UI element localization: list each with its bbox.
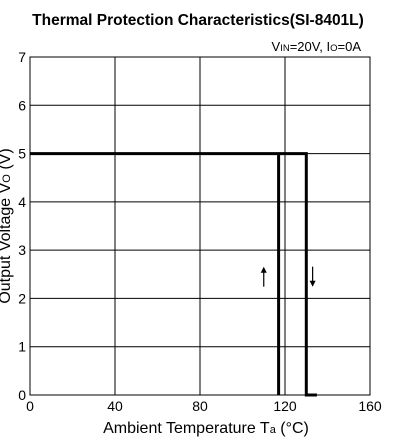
y-tick-label: 3 xyxy=(18,242,26,258)
test-condition: VIN=20V, IO=0A xyxy=(272,39,362,54)
y-tick-label: 5 xyxy=(18,146,26,162)
chart-title: Thermal Protection Characteristics(SI-84… xyxy=(32,12,364,29)
x-tick-label: 40 xyxy=(107,398,123,414)
plot-frame xyxy=(29,56,371,396)
y-tick-label: 7 xyxy=(18,49,26,65)
arrow-head xyxy=(309,280,316,287)
y-tick-label: 0 xyxy=(18,387,26,403)
y-tick-label: 6 xyxy=(18,97,26,113)
y-tick-label: 4 xyxy=(18,194,26,210)
arrow-down-icon xyxy=(309,266,316,287)
series xyxy=(30,152,317,397)
x-axis-label: Ambient Temperature Ta (°C) xyxy=(103,420,309,437)
y-tick-label: 2 xyxy=(18,290,26,306)
x-tick-label: 160 xyxy=(358,398,382,414)
annotations xyxy=(260,266,316,287)
arrow-up-icon xyxy=(260,266,267,287)
arrow-head xyxy=(260,266,267,273)
y-tick-label: 1 xyxy=(18,339,26,355)
x-tick-label: 80 xyxy=(192,398,208,414)
x-tick-label: 0 xyxy=(26,398,34,414)
grid xyxy=(30,57,370,395)
y-axis-label: Output Voltage VO (V) xyxy=(0,148,14,303)
tick-labels: 0 40 80 120 160 0 1 2 3 4 5 6 7 xyxy=(18,49,382,414)
series-line xyxy=(30,152,317,397)
x-tick-label: 120 xyxy=(273,398,297,414)
